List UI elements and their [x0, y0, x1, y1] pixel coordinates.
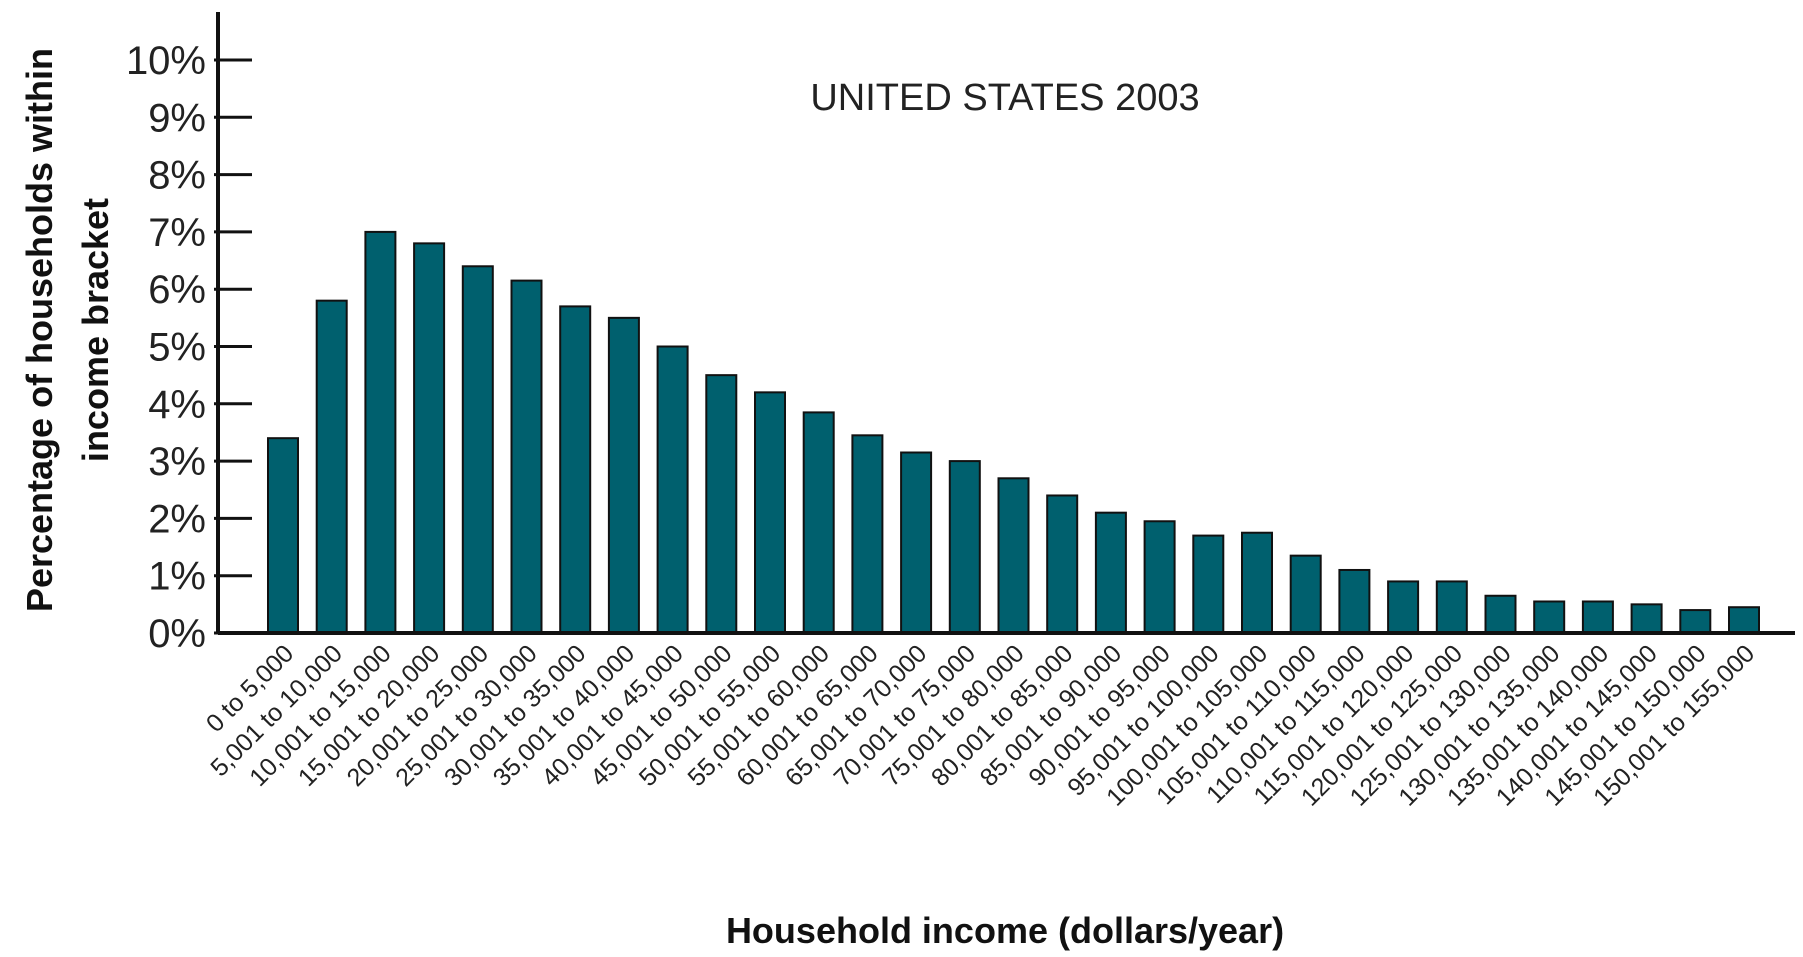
y-tick-label: 7% — [148, 211, 206, 255]
y-axis-title-line-1: Percentage of households within — [19, 48, 60, 612]
x-axis-title: Household income (dollars/year) — [726, 910, 1284, 951]
y-tick-label: 10% — [126, 39, 206, 83]
bar — [315, 299, 348, 634]
bar — [1435, 580, 1468, 634]
y-tick-label: 8% — [148, 154, 206, 198]
bar — [1192, 534, 1225, 635]
bar — [900, 451, 933, 634]
bar — [1094, 511, 1127, 634]
bar — [802, 411, 835, 634]
bar — [1241, 531, 1273, 634]
bar — [997, 477, 1030, 635]
bar — [1338, 568, 1371, 634]
bar — [364, 230, 397, 634]
bar — [851, 434, 884, 634]
bar — [1581, 600, 1614, 634]
y-axis-title-line-2: income bracket — [75, 198, 116, 462]
bar — [267, 437, 299, 634]
bars-group — [267, 230, 1760, 635]
bar — [754, 391, 786, 634]
bar — [705, 374, 738, 634]
bar — [1046, 494, 1079, 635]
bar — [1387, 580, 1420, 634]
bar — [510, 279, 543, 634]
y-tick-label: 9% — [148, 96, 206, 140]
bar — [1484, 594, 1517, 635]
bar — [559, 305, 592, 634]
bar — [1630, 603, 1663, 634]
y-tick-label: 3% — [148, 440, 206, 484]
y-tick-label: 2% — [148, 497, 206, 541]
bar — [1679, 609, 1712, 635]
bar — [656, 345, 689, 634]
y-tick-label: 5% — [148, 326, 206, 370]
bar — [1533, 600, 1566, 634]
bar — [607, 316, 640, 634]
bar — [413, 242, 446, 635]
bar — [1289, 554, 1322, 635]
y-axis-ticks: 0% 1% 2% 3% 4% 5% 6% 7% 8% 9% 10% — [126, 39, 252, 656]
bar — [461, 265, 494, 634]
y-tick-label: 4% — [148, 383, 206, 427]
y-tick-label: 6% — [148, 268, 206, 312]
bar — [948, 460, 981, 634]
y-tick-label: 1% — [148, 555, 206, 599]
y-tick-label: 0% — [148, 612, 206, 656]
chart-title: UNITED STATES 2003 — [810, 77, 1199, 119]
bar — [1143, 520, 1176, 635]
bar — [1728, 606, 1760, 635]
